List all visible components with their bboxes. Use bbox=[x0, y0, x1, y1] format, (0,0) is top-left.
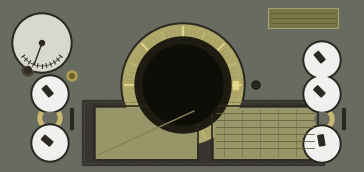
Circle shape bbox=[38, 106, 62, 130]
Bar bbox=[84, 102, 322, 163]
Bar bbox=[212, 106, 318, 160]
Bar bbox=[94, 106, 198, 160]
Bar bbox=[318, 135, 325, 146]
Circle shape bbox=[252, 81, 260, 89]
Circle shape bbox=[310, 107, 334, 131]
Circle shape bbox=[14, 15, 70, 71]
Circle shape bbox=[303, 125, 341, 163]
Bar bbox=[214, 108, 316, 158]
Bar bbox=[41, 135, 53, 146]
Bar bbox=[268, 8, 338, 28]
Circle shape bbox=[31, 75, 69, 113]
Circle shape bbox=[303, 75, 341, 113]
Circle shape bbox=[67, 71, 77, 81]
Circle shape bbox=[303, 41, 341, 79]
Circle shape bbox=[12, 13, 72, 73]
Circle shape bbox=[33, 77, 67, 111]
Circle shape bbox=[143, 45, 223, 125]
Circle shape bbox=[305, 127, 339, 161]
Bar bbox=[233, 81, 238, 89]
Circle shape bbox=[31, 124, 69, 162]
Circle shape bbox=[305, 43, 339, 77]
Bar bbox=[96, 108, 196, 158]
Circle shape bbox=[33, 126, 67, 160]
Circle shape bbox=[315, 112, 329, 126]
Circle shape bbox=[253, 83, 258, 88]
Circle shape bbox=[22, 64, 34, 76]
Circle shape bbox=[24, 67, 32, 73]
Circle shape bbox=[70, 73, 75, 78]
Circle shape bbox=[305, 77, 339, 111]
Bar bbox=[42, 85, 53, 97]
Bar bbox=[82, 100, 324, 165]
Circle shape bbox=[43, 111, 57, 125]
Bar bbox=[314, 51, 325, 63]
Circle shape bbox=[123, 25, 243, 145]
Circle shape bbox=[135, 37, 231, 133]
Bar bbox=[268, 8, 338, 28]
Circle shape bbox=[40, 40, 44, 46]
Bar bbox=[270, 10, 336, 26]
Bar bbox=[314, 86, 325, 97]
Circle shape bbox=[121, 23, 245, 147]
